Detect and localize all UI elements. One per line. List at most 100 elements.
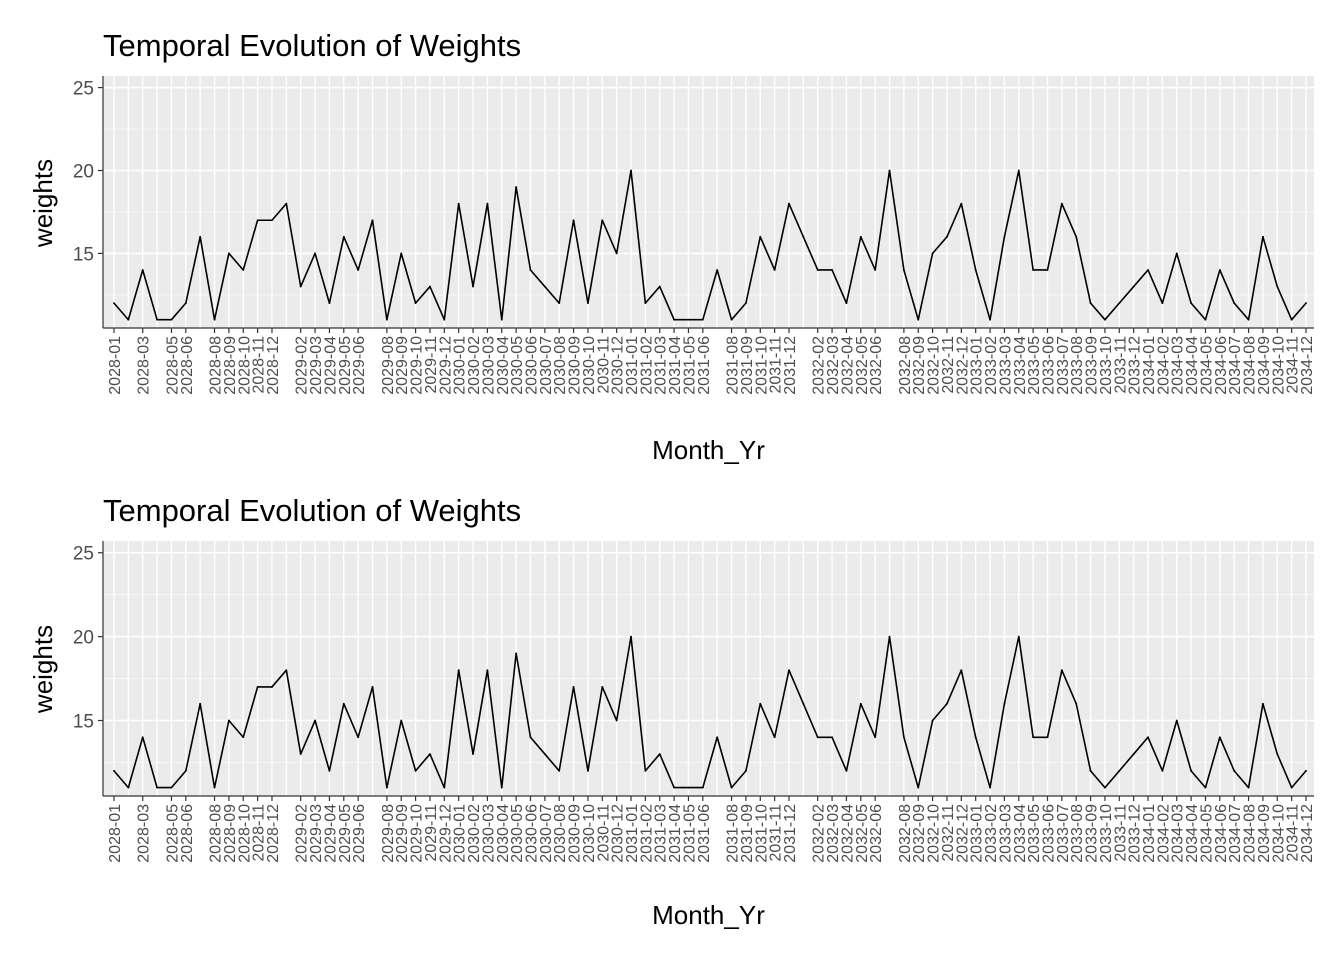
x-tick-label: 2033-02 [983, 336, 1000, 395]
x-tick-label: 2030-11 [595, 804, 612, 862]
x-tick-label: 2030-01 [452, 336, 469, 395]
x-tick-label: 2033-04 [1012, 804, 1029, 863]
data-point [831, 736, 833, 739]
x-tick-label: 2030-05 [509, 336, 526, 395]
data-point [888, 635, 891, 638]
data-point [1233, 302, 1236, 305]
data-point [946, 235, 948, 238]
data-point [687, 318, 690, 321]
data-point [1032, 736, 1035, 739]
data-point [1089, 769, 1092, 772]
x-tick-label: 2029-09 [394, 336, 411, 395]
x-tick-label: 2032-09 [911, 336, 928, 395]
x-tick-label: 2030-06 [523, 336, 540, 395]
x-tick-label: 2029-08 [380, 804, 397, 863]
x-tick-label: 2028-03 [136, 336, 153, 395]
x-tick-label: 2031-02 [638, 804, 655, 863]
data-point [472, 753, 474, 755]
data-point [371, 219, 374, 222]
x-tick-label: 2031-08 [725, 336, 742, 395]
data-point [1233, 769, 1236, 772]
x-tick-label: 2033-05 [1026, 804, 1043, 863]
x-tick-label: 2030-07 [538, 336, 555, 395]
data-point [256, 686, 259, 688]
data-point [1247, 318, 1250, 321]
data-point [1190, 302, 1193, 305]
data-point [1089, 302, 1092, 305]
x-tick-label: 2029-04 [322, 336, 339, 395]
data-point [515, 652, 518, 655]
data-point [1305, 769, 1307, 772]
data-point [1032, 269, 1035, 271]
x-tick-label: 2034-01 [1141, 336, 1158, 395]
data-point [256, 219, 259, 222]
plot-panel-background [103, 541, 1314, 796]
data-point [902, 269, 905, 271]
x-tick-label: 2033-09 [1084, 804, 1101, 863]
x-tick-label: 2033-05 [1026, 336, 1043, 395]
x-tick-label: 2032-11 [940, 336, 957, 394]
y-tick-label: 15 [73, 712, 94, 733]
data-point [845, 769, 848, 772]
data-point [902, 736, 905, 739]
data-point [615, 719, 618, 722]
data-point [170, 318, 173, 321]
data-point [443, 786, 446, 789]
data-point [543, 753, 546, 755]
data-point [1017, 169, 1020, 172]
data-point [1003, 702, 1006, 705]
x-tick-label: 2031-02 [638, 336, 655, 395]
x-tick-label: 2030-06 [523, 804, 540, 863]
x-tick-label: 2029-02 [294, 336, 311, 395]
data-point [572, 686, 575, 688]
data-point [227, 719, 230, 722]
data-point [974, 736, 977, 739]
x-tick-label: 2029-05 [337, 804, 354, 863]
x-tick-label: 2029-09 [394, 804, 411, 863]
x-tick-label: 2028-01 [107, 336, 124, 395]
data-point [486, 202, 489, 205]
data-point [1104, 786, 1106, 789]
data-point [1147, 736, 1149, 739]
x-tick-label: 2032-08 [897, 336, 914, 395]
data-point [716, 736, 719, 739]
data-point [960, 202, 963, 205]
data-point [730, 318, 733, 321]
series-line-1 [113, 169, 1307, 321]
x-tick-label: 2031-10 [753, 804, 770, 863]
data-point [500, 318, 503, 321]
x-tick-label: 2032-02 [811, 336, 828, 395]
data-point [314, 252, 316, 255]
data-point [400, 252, 403, 255]
data-point [558, 769, 561, 772]
x-tick-label: 2029-12 [437, 336, 454, 395]
x-tick-label: 2028-11 [251, 804, 268, 862]
x-tick-label: 2031-09 [739, 804, 756, 863]
data-point [874, 269, 877, 271]
data-point [931, 252, 934, 255]
data-point [572, 219, 575, 222]
x-tick-label: 2031-03 [653, 336, 670, 395]
x-tick-label: 2032-12 [954, 336, 971, 395]
data-point [587, 302, 589, 305]
data-point [816, 736, 819, 739]
data-point [1190, 769, 1193, 772]
data-point [213, 318, 216, 321]
x-tick-label: 2033-10 [1098, 804, 1115, 863]
x-tick-label: 2031-01 [624, 336, 641, 395]
data-point [357, 269, 360, 271]
x-tick-label: 2031-05 [681, 336, 698, 395]
x-tick-label: 2032-09 [911, 804, 928, 863]
data-point [917, 786, 920, 789]
data-point [874, 736, 877, 739]
data-point [1118, 302, 1121, 305]
x-tick-label: 2031-10 [753, 336, 770, 395]
x-tick-label: 2033-02 [983, 804, 1000, 863]
x-tick-label: 2028-09 [222, 804, 239, 863]
x-tick-label: 2031-01 [624, 804, 641, 863]
x-tick-label: 2031-03 [653, 804, 670, 863]
x-tick-label: 2034-02 [1155, 336, 1172, 395]
x-tick-label: 2034-05 [1198, 336, 1215, 395]
x-tick-label: 2028-11 [251, 336, 268, 394]
y-tick-label: 25 [73, 79, 94, 100]
